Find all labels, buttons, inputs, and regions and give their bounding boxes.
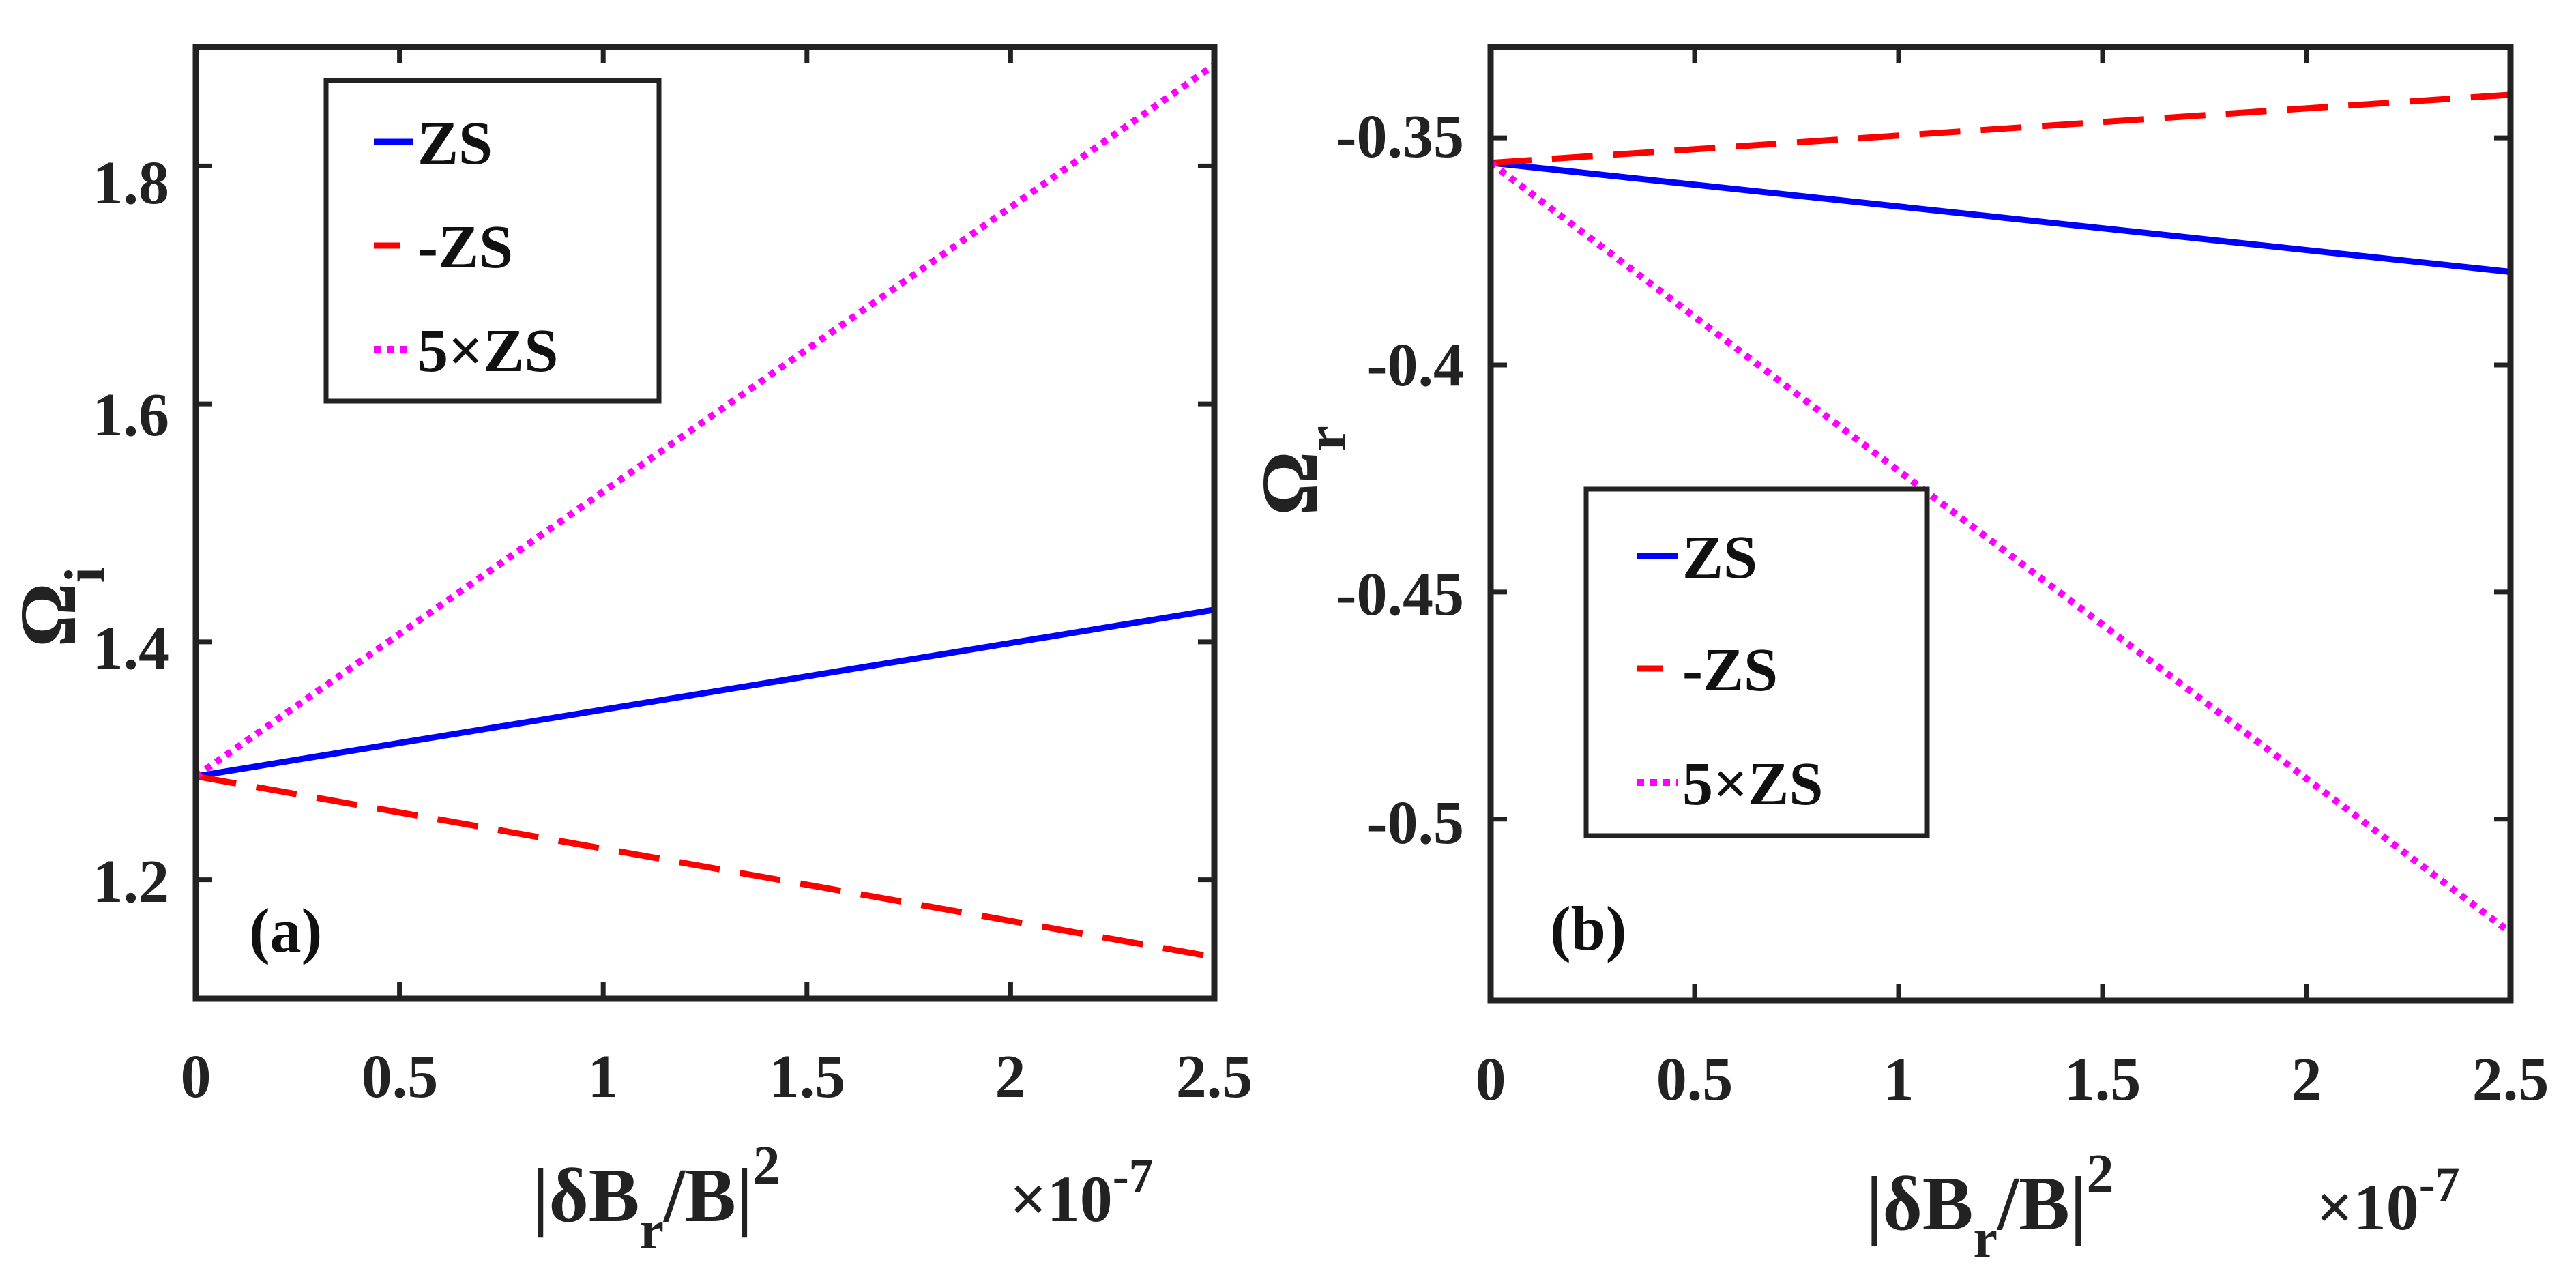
panel-b-y-tick-label: -0.4 [1367,332,1464,399]
panel-a-legend-box [323,78,662,404]
panel-b-x-axis-label-main: |δB [1866,1162,1974,1246]
panel-a-series-line-5xzs [194,62,1216,780]
panel-b-x-axis-label-sup: 2 [2087,1144,2114,1204]
panel-b-legend-box [1583,486,1930,838]
panel-a-x-multiplier-base: ×10 [1010,1162,1113,1235]
panel-b-x-tick-label: 2.5 [2472,1046,2549,1113]
panel-b-y-axis-label: Ωr [1245,426,1358,516]
panel-a-series-lines [194,62,1216,961]
panel-a-x-tick-labels: 0 0.5 1 1.5 2 2.5 [181,1043,1253,1111]
panel-b-x-tick-label: 1.5 [2064,1046,2141,1113]
panel-a-series-line-zs [195,606,1215,780]
panel-a-x-tick-label: 2.5 [1176,1043,1253,1111]
panel-a-plot-frame [192,44,1218,1002]
panel-b-x-tick-label: 2 [2292,1046,2322,1113]
panel-a-legend-label-neg-zs: -ZS [418,214,513,281]
panel-b-x-tick-label: 0.5 [1656,1046,1733,1113]
panel-b-x-axis-label: |δBr/B|2 [1866,1144,2114,1269]
panel-a-y-tick-label: 1.6 [93,381,170,449]
panel-a-y-tick-label: 1.8 [93,149,170,217]
panel-b-series-lines [1488,91,2513,936]
panel-b-ticks [1488,47,2513,1001]
panel-b-x-multiplier-exp: -7 [2419,1157,2460,1212]
panel-a-x-tick-label: 1.5 [769,1043,846,1111]
panel-a-x-tick-label: 2 [995,1043,1026,1111]
panel-b-x-multiplier-base: ×10 [2316,1171,2419,1244]
panel-b-legend-label-neg-zs: -ZS [1682,636,1778,704]
panel-b-y-tick-labels: -0.5 -0.45 -0.4 -0.35 [1336,103,1464,857]
panel-a-ticks [193,47,1217,999]
panel-b-series-line-5xzs [1488,160,2513,936]
panel-a-y-axis-label-sub: i [53,567,117,583]
panel-b-plot-frame [1487,44,2514,1004]
panel-a-x-multiplier: ×10-7 [1010,1149,1154,1235]
panel-b-x-axis-label-post: /B| [1996,1162,2086,1246]
panel-a-label: (a) [249,896,322,965]
panel-b-y-tick-label: -0.35 [1336,103,1464,171]
panel-a-legend-label-5zs: 5×ZS [418,317,558,385]
panel-b-x-tick-label: 0 [1476,1046,1506,1113]
panel-a-legend-label-zs: ZS [418,110,493,177]
panel-b-y-axis-label-main: Ω [1245,451,1334,516]
panel-a-y-tick-label: 1.2 [93,848,170,915]
panel-b-label: (b) [1550,894,1626,963]
panel-b-legend-label-zs: ZS [1682,524,1757,591]
panel-b-series-line-neg-zs [1490,91,2511,166]
panel-a-legend: ZS -ZS 5×ZS [323,78,662,404]
panel-a-x-axis-label-sub: r [640,1201,664,1261]
panel-a-y-tick-labels: 1.2 1.4 1.6 1.8 [93,149,170,915]
panel-a-x-tick-label: 0.5 [362,1043,439,1111]
panel-b-x-multiplier: ×10-7 [2316,1157,2460,1244]
panel-a-x-tick-label: 1 [588,1043,619,1111]
panel-a-x-multiplier-exp: -7 [1113,1149,1154,1203]
panel-b-y-tick-label: -0.45 [1336,561,1464,628]
panel-a-y-tick-label: 1.4 [93,615,170,682]
panel-b-y-axis-label-sub: r [1295,426,1358,451]
panel-b-x-tick-label: 1 [1884,1046,1914,1113]
panel-a-x-axis-label: |δBr/B|2 [532,1136,780,1261]
panel-b-legend: ZS -ZS 5×ZS [1583,486,1930,838]
panel-b-y-tick-label: -0.5 [1367,789,1464,857]
panel-b: 0 0.5 1 1.5 2 2.5 -0.5 -0.45 -0.4 -0.35 … [1245,44,2549,1269]
panel-b-series-line-zs [1490,160,2511,276]
panel-a-x-axis-label-post: /B| [662,1154,752,1238]
panel-a-x-axis-label-sup: 2 [753,1136,780,1196]
panel-a-x-axis-label-main: |δB [532,1154,640,1238]
panel-b-x-axis-label-sub: r [1974,1209,1998,1269]
panel-b-x-tick-labels: 0 0.5 1 1.5 2 2.5 [1476,1046,2549,1113]
panel-a-y-axis-label-main: Ω [3,583,93,647]
panel-b-legend-label-5zs: 5×ZS [1682,750,1823,818]
panel-a-series-line-neg-zs [195,773,1215,961]
panel-a-y-axis-label: Ωi [3,567,117,647]
panel-a-x-tick-label: 0 [181,1043,211,1111]
panel-a: 0 0.5 1 1.5 2 2.5 1.2 1.4 1.6 1.8 |δBr/B… [3,44,1253,1261]
